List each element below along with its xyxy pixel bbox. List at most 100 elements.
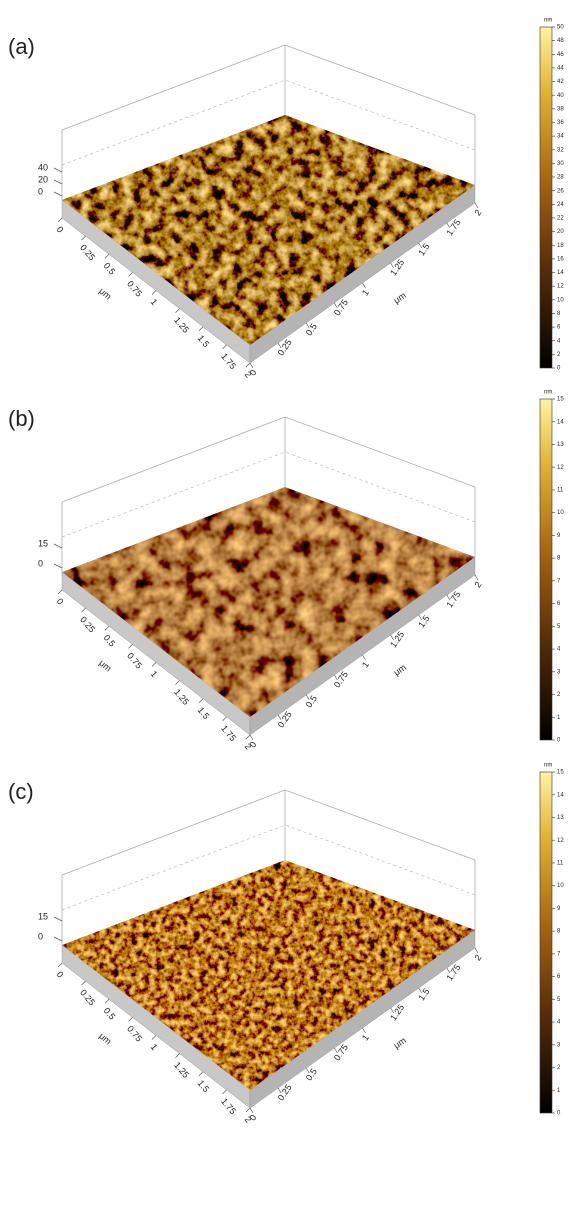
colorbar-tick-label: 26 — [557, 188, 564, 194]
colorbar-tick-label: 2 — [557, 1065, 561, 1071]
colorbar-unit: nm — [544, 390, 552, 396]
colorbar — [539, 26, 553, 369]
colorbar-tick-label: 18 — [557, 243, 564, 249]
colorbar-tick-label: 11 — [557, 861, 564, 867]
y-tick — [362, 282, 366, 289]
y-tick — [418, 614, 423, 621]
x-tick-label: 0.75 — [125, 651, 144, 671]
z-tick — [53, 563, 63, 569]
y-tick-label: 2 — [472, 208, 483, 218]
y-tick — [277, 342, 282, 349]
colorbar-tick-label: 12 — [557, 465, 564, 471]
y-tick — [249, 1107, 254, 1114]
colorbar-tick-label: 8 — [557, 556, 561, 562]
colorbar-tick-label: 42 — [557, 79, 564, 85]
colorbar-tick-label: 15 — [557, 770, 564, 776]
box-grid — [61, 79, 476, 166]
y-unit: μm — [392, 1035, 408, 1050]
colorbar-tick-label: 2 — [557, 352, 561, 358]
colorbar-tick-label: 14 — [557, 270, 564, 276]
x-tick — [104, 999, 110, 1004]
x-tick — [128, 644, 133, 649]
y-tick — [362, 654, 366, 661]
x-tick-label: 0 — [55, 596, 66, 606]
x-tick — [222, 716, 227, 722]
x-tick — [81, 607, 86, 613]
colorbar-tick-label: 0 — [557, 366, 561, 372]
x-tick-label: 0.75 — [125, 279, 144, 299]
colorbar-tick-label: 13 — [557, 442, 564, 448]
colorbar-tick-label: 40 — [557, 93, 564, 99]
x-tick-label: 2 — [243, 1114, 254, 1124]
x-tick — [57, 962, 63, 968]
y-tick — [474, 947, 479, 954]
x-tick-label: 0 — [55, 224, 66, 234]
y-tick — [334, 1047, 338, 1054]
colorbar-unit: nm — [544, 18, 552, 24]
x-tick-label: 0.25 — [78, 615, 97, 635]
x-tick-label: 1.25 — [172, 687, 191, 707]
z-tick-label: 15 — [38, 911, 48, 921]
colorbar-tick-label: 0 — [557, 738, 561, 744]
x-tick — [81, 980, 86, 986]
colorbar-tick-label: 5 — [557, 624, 561, 630]
x-tick-label: 1.5 — [196, 1078, 212, 1094]
x-tick — [57, 589, 63, 595]
colorbar-tick-label: 6 — [557, 974, 561, 980]
x-tick — [245, 734, 251, 740]
y-tick — [390, 262, 394, 269]
colorbar-tick-label: 36 — [557, 120, 564, 126]
colorbar-tick-label: 12 — [557, 284, 564, 290]
x-tick-label: 1 — [149, 297, 160, 307]
y-tick — [474, 574, 479, 581]
x-tick — [81, 235, 86, 241]
y-tick — [390, 634, 394, 641]
z-tick-label: 0 — [38, 186, 43, 196]
y-tick-label: 2 — [472, 580, 483, 590]
colorbar — [539, 771, 553, 1114]
colorbar-tick-label: 3 — [557, 1042, 561, 1048]
y-tick — [390, 1007, 394, 1014]
colorbar-tick-label: 24 — [557, 202, 564, 208]
y-tick — [249, 362, 254, 369]
colorbar-tick-label: 34 — [557, 134, 564, 140]
colorbar-tick-label: 14 — [557, 792, 564, 798]
colorbar-tick-label: 44 — [557, 65, 564, 71]
z-tick — [53, 191, 63, 197]
colorbar-tick-label: 9 — [557, 906, 561, 912]
x-tick-label: 1.75 — [219, 723, 238, 743]
y-tick — [305, 694, 310, 701]
box-grid — [61, 451, 476, 538]
x-tick — [104, 254, 110, 259]
x-unit: μm — [97, 286, 113, 302]
x-tick-label: 1 — [149, 669, 160, 679]
y-tick-label: 0 — [247, 740, 258, 750]
x-tick — [128, 1017, 133, 1022]
colorbar-tick-label: 13 — [557, 815, 564, 821]
x-tick-label: 1.75 — [219, 351, 238, 371]
panel-label: (c) — [8, 779, 34, 804]
box-top — [61, 416, 476, 503]
colorbar-tick-label: 7 — [557, 951, 561, 957]
x-tick-label: 0.5 — [102, 1006, 118, 1022]
y-tick — [305, 322, 310, 329]
x-tick — [175, 1053, 180, 1058]
x-tick-label: 0.25 — [78, 988, 97, 1008]
y-tick-label: 0 — [247, 1113, 258, 1123]
z-tick — [53, 179, 63, 185]
y-tick — [277, 714, 282, 721]
colorbar-tick-label: 22 — [557, 216, 564, 222]
colorbar-tick-label: 10 — [557, 883, 564, 889]
y-unit: μm — [392, 662, 408, 677]
y-tick — [418, 242, 423, 249]
colorbar-tick-label: 4 — [557, 338, 561, 344]
z-tick — [53, 167, 63, 173]
colorbar-tick-label: 7 — [557, 578, 561, 584]
y-tick — [362, 1027, 366, 1034]
colorbar-tick-label: 9 — [557, 533, 561, 539]
y-tick-label: 1 — [360, 660, 371, 670]
x-tick-label: 2 — [243, 741, 254, 751]
x-tick-label: 0.5 — [102, 261, 118, 277]
panel-label: (a) — [8, 34, 35, 59]
